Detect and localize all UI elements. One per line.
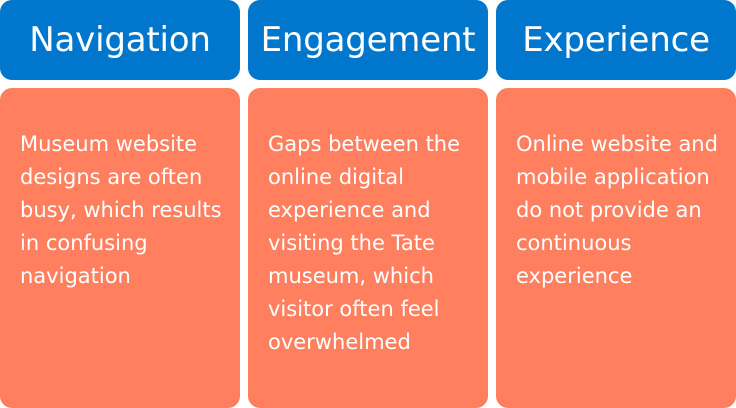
card-experience: Online website and mobile application do… [496,88,736,408]
column-experience: Experience Online website and mobile app… [496,0,736,408]
column-navigation: Navigation Museum website designs are of… [0,0,240,408]
header-navigation: Navigation [0,0,240,80]
card-navigation: Museum website designs are often busy, w… [0,88,240,408]
header-engagement: Engagement [248,0,488,80]
header-experience: Experience [496,0,736,80]
column-engagement: Engagement Gaps between the online digit… [248,0,488,408]
card-engagement: Gaps between the online digital experien… [248,88,488,408]
